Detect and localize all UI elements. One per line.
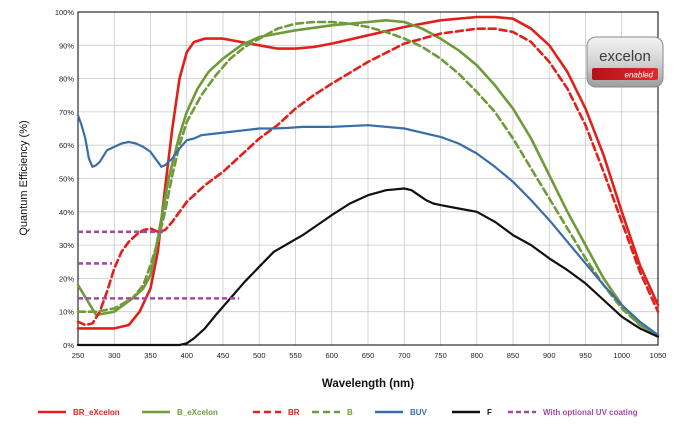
series-br-excelon bbox=[76, 15, 660, 330]
x-tick-label: 300 bbox=[108, 351, 121, 360]
x-tick-label: 600 bbox=[325, 351, 338, 360]
legend-label: B_eXcelon bbox=[177, 408, 218, 417]
x-tick-label: 800 bbox=[470, 351, 483, 360]
x-tick-label: 250 bbox=[72, 351, 85, 360]
y-tick-label: 0% bbox=[63, 341, 74, 350]
chart-legend: BR_eXcelon B_eXcelon BR B BUV F With optional … bbox=[38, 408, 638, 417]
y-tick-labels: 0% 10% 20% 30% 40% 50% 60% 70% 80% 90% 100% bbox=[55, 8, 75, 350]
excelon-logo: excelon enabled bbox=[586, 36, 664, 88]
series-layer bbox=[76, 15, 660, 347]
series-buv bbox=[76, 114, 660, 337]
x-tick-label: 950 bbox=[579, 351, 592, 360]
plot-frame bbox=[77, 11, 659, 346]
series-b bbox=[76, 20, 660, 337]
y-tick-label: 100% bbox=[55, 8, 75, 17]
legend-label: BUV bbox=[410, 408, 428, 417]
x-tick-label: 400 bbox=[180, 351, 193, 360]
x-tick-label: 450 bbox=[217, 351, 230, 360]
x-tick-label: 1050 bbox=[650, 351, 667, 360]
y-tick-label: 30% bbox=[59, 241, 74, 250]
x-tick-label: 900 bbox=[543, 351, 556, 360]
y-tick-label: 60% bbox=[59, 141, 74, 150]
x-tick-label: 350 bbox=[144, 351, 157, 360]
x-tick-label: 500 bbox=[253, 351, 266, 360]
legend-label: BR bbox=[288, 408, 300, 417]
x-tick-label: 850 bbox=[507, 351, 520, 360]
legend-label: B bbox=[347, 408, 353, 417]
series-f bbox=[76, 187, 660, 347]
y-tick-label: 40% bbox=[59, 208, 74, 217]
x-tick-label: 1000 bbox=[613, 351, 630, 360]
x-tick-label: 700 bbox=[398, 351, 411, 360]
x-tick-label: 550 bbox=[289, 351, 302, 360]
series-br bbox=[76, 27, 660, 327]
x-tick-labels: 250 300 350 400 450 500 550 600 650 700 750 800 850 9… bbox=[72, 351, 667, 360]
y-tick-label: 80% bbox=[59, 75, 74, 84]
y-tick-label: 50% bbox=[59, 175, 74, 184]
logo-text: excelon bbox=[599, 48, 651, 65]
y-tick-label: 70% bbox=[59, 108, 74, 117]
y-tick-label: 20% bbox=[59, 274, 74, 283]
legend-label: BR_eXcelon bbox=[73, 408, 120, 417]
x-tick-label: 750 bbox=[434, 351, 447, 360]
x-tick-label: 650 bbox=[362, 351, 375, 360]
legend-label: F bbox=[487, 408, 492, 417]
x-axis-label: Wavelength (nm) bbox=[322, 378, 414, 390]
logo-subtext: enabled bbox=[625, 71, 654, 80]
y-tick-label: 10% bbox=[59, 308, 74, 317]
y-tick-label: 90% bbox=[59, 41, 74, 50]
y-axis-label: Quantum Efficiency (%) bbox=[18, 120, 30, 235]
legend-label: With optional UV coating bbox=[543, 408, 638, 417]
